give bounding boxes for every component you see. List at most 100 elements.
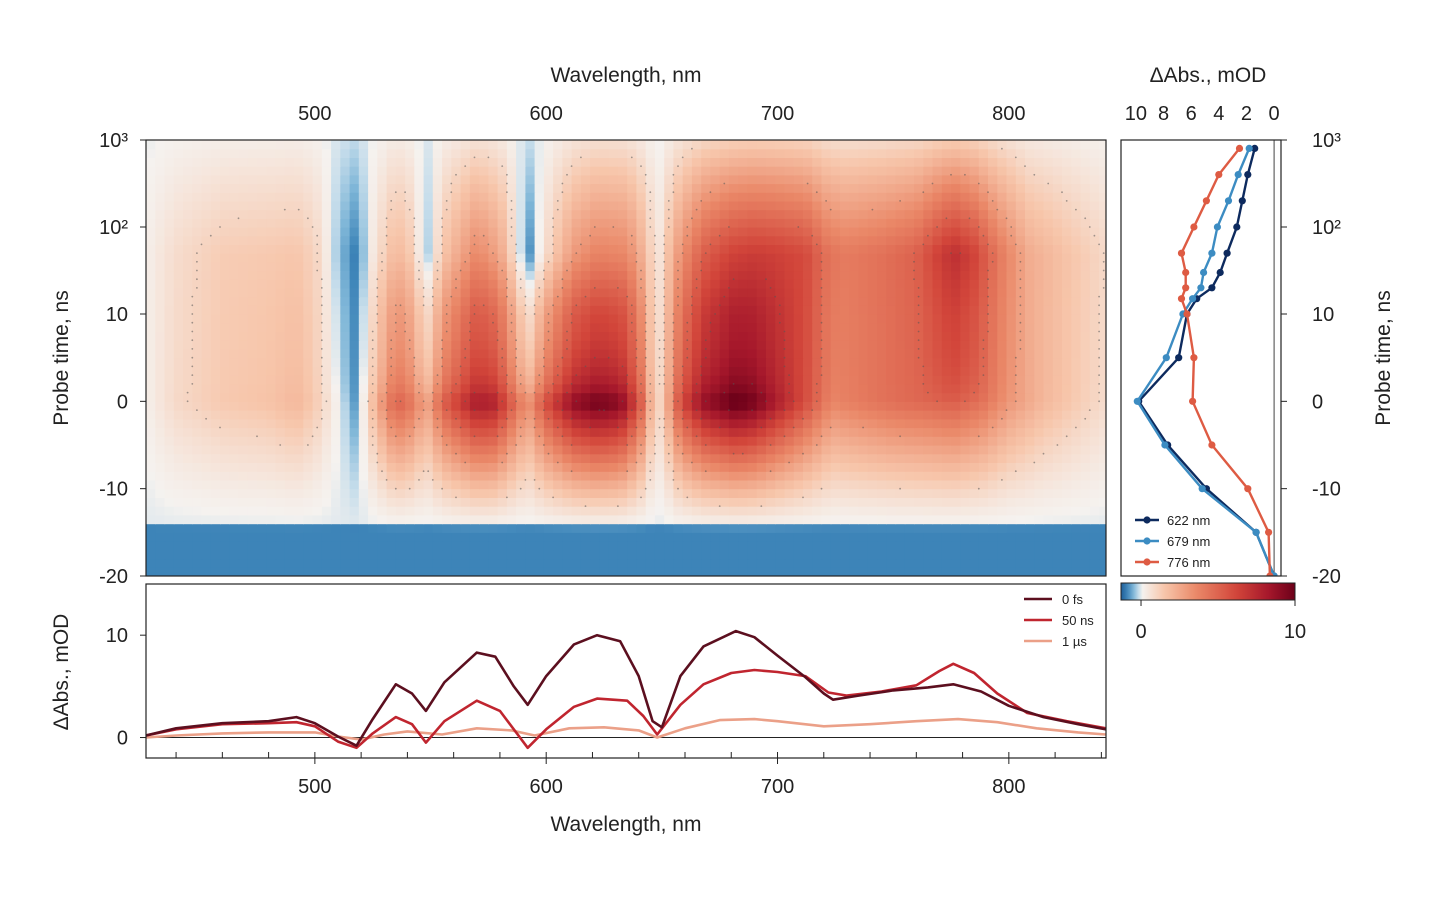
heatmap-cell bbox=[997, 296, 1008, 306]
heatmap-cell bbox=[294, 401, 304, 411]
heatmap-cell bbox=[1043, 375, 1054, 385]
heatmap-cell bbox=[728, 445, 739, 455]
heatmap-cell bbox=[525, 348, 536, 359]
heatmap-cell bbox=[220, 523, 230, 533]
heatmap-cell bbox=[877, 340, 887, 350]
heatmap-cell bbox=[914, 305, 924, 315]
heatmap-cell bbox=[840, 244, 850, 254]
heatmap-cell bbox=[1025, 174, 1035, 185]
heatmap-cell bbox=[923, 279, 934, 289]
heatmap-cell bbox=[710, 200, 721, 211]
heatmap-cell bbox=[266, 322, 277, 332]
heatmap-cell bbox=[673, 549, 684, 560]
heatmap-cell bbox=[691, 453, 702, 463]
heatmap-cell bbox=[895, 253, 906, 263]
heatmap-cell bbox=[1062, 200, 1072, 211]
heatmap-cell bbox=[469, 192, 480, 202]
heatmap-cell bbox=[266, 462, 277, 472]
heatmap-cell bbox=[784, 523, 795, 533]
heatmap-cell bbox=[664, 227, 675, 237]
heatmap-cell bbox=[673, 235, 684, 245]
heatmap-cell bbox=[599, 366, 610, 376]
heatmap-cell bbox=[201, 235, 212, 245]
heatmap-cell bbox=[321, 253, 332, 263]
heatmap-cell bbox=[432, 270, 443, 280]
heatmap-cell bbox=[183, 270, 193, 280]
heatmap-cell bbox=[497, 166, 508, 176]
heatmap-cell bbox=[664, 392, 675, 402]
heatmap-cell bbox=[590, 366, 600, 376]
heatmap-cell bbox=[525, 445, 536, 455]
heatmap-cell bbox=[1080, 488, 1091, 498]
heatmap-cell bbox=[238, 166, 249, 176]
heatmap-cell bbox=[164, 348, 175, 359]
heatmap-cell bbox=[580, 549, 591, 560]
heatmap-cell bbox=[766, 314, 776, 324]
heatmap-cell bbox=[571, 183, 582, 193]
heatmap-cell bbox=[451, 567, 462, 576]
heatmap-cell bbox=[543, 322, 554, 332]
heatmap-cell bbox=[432, 192, 443, 202]
heatmap-cell bbox=[886, 340, 897, 350]
heatmap-cell bbox=[257, 218, 267, 228]
heatmap-cell bbox=[793, 410, 804, 420]
heatmap-cell bbox=[469, 244, 480, 254]
heatmap-cell bbox=[442, 549, 452, 560]
heatmap-cell bbox=[867, 200, 878, 211]
heatmap-cell bbox=[673, 314, 684, 324]
heatmap-cell bbox=[858, 200, 869, 211]
heatmap-cell bbox=[830, 375, 841, 385]
heatmap-cell bbox=[192, 488, 203, 498]
heatmap-cell bbox=[747, 174, 758, 185]
heatmap-cell bbox=[858, 209, 869, 219]
heatmap-cell bbox=[1043, 453, 1054, 463]
heatmap-cell bbox=[201, 357, 212, 367]
heatmap-cell bbox=[562, 166, 573, 176]
heatmap-cell bbox=[432, 174, 443, 185]
heatmap-cell bbox=[830, 192, 841, 202]
heatmap-cell bbox=[349, 287, 360, 298]
heatmap-cell bbox=[479, 383, 489, 394]
heatmap-cell bbox=[358, 383, 369, 394]
heatmap-cell bbox=[247, 287, 258, 298]
heatmap-cell bbox=[543, 261, 554, 272]
heatmap-cell bbox=[506, 514, 517, 525]
heatmap-cell bbox=[1043, 270, 1054, 280]
heatmap-cell bbox=[1025, 506, 1035, 516]
heatmap-cell bbox=[682, 418, 693, 429]
heatmap-cell bbox=[506, 541, 517, 551]
heatmap-cell bbox=[506, 567, 517, 576]
heatmap-cell bbox=[349, 462, 360, 472]
heatmap-cell bbox=[858, 227, 869, 237]
heatmap-cell bbox=[691, 445, 702, 455]
heatmap-cell bbox=[349, 331, 360, 341]
heatmap-cell bbox=[1034, 270, 1045, 280]
heatmap-cell bbox=[784, 157, 795, 167]
heatmap-cell bbox=[247, 296, 258, 306]
heatmap-cell bbox=[331, 453, 341, 463]
heatmap-cell bbox=[858, 532, 869, 542]
heatmap-cell bbox=[719, 166, 730, 176]
heatmap-cell bbox=[173, 453, 184, 463]
heatmap-cell bbox=[738, 218, 749, 228]
heatmap-cell bbox=[1025, 227, 1035, 237]
heatmap-cell bbox=[312, 314, 323, 324]
heatmap-cell bbox=[1052, 366, 1063, 376]
heatmap-cell bbox=[849, 279, 860, 289]
heatmap-cell bbox=[1034, 244, 1045, 254]
heatmap-cell bbox=[914, 218, 924, 228]
heatmap-cell bbox=[414, 166, 425, 176]
heatmap-cell bbox=[331, 392, 341, 402]
heatmap-cell bbox=[923, 209, 934, 219]
heatmap-cell bbox=[146, 314, 156, 324]
heatmap-cell bbox=[386, 471, 397, 481]
heatmap-cell bbox=[599, 427, 610, 437]
heatmap-cell bbox=[432, 471, 443, 481]
heatmap-cell bbox=[377, 174, 388, 185]
heatmap-cell bbox=[858, 296, 869, 306]
heatmap-cell bbox=[988, 392, 998, 402]
heatmap-cell bbox=[1034, 287, 1045, 298]
heatmap-cell bbox=[627, 549, 638, 560]
heatmap-cell bbox=[664, 418, 675, 429]
heatmap-cell bbox=[414, 523, 425, 533]
